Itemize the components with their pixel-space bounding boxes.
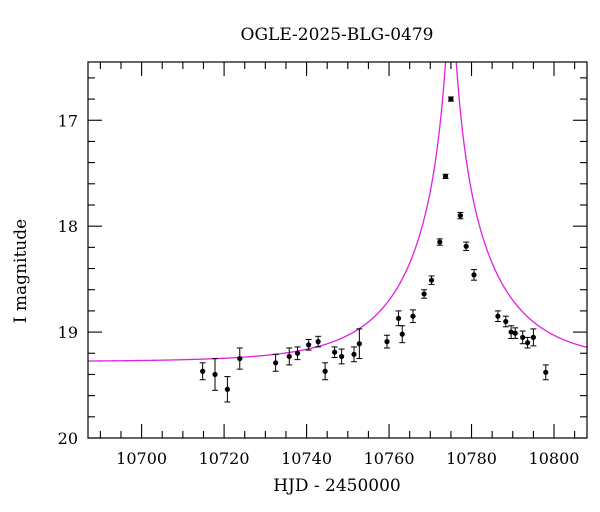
- point-marker: [273, 360, 279, 366]
- data-point: [350, 346, 357, 363]
- data-point: [322, 362, 329, 381]
- point-marker: [463, 243, 469, 249]
- point-marker: [437, 239, 443, 245]
- point-marker: [520, 334, 526, 340]
- point-marker: [224, 386, 230, 392]
- data-point: [436, 238, 443, 246]
- x-tick-label: 10760: [364, 449, 415, 468]
- point-marker: [410, 313, 416, 319]
- data-point: [471, 269, 478, 281]
- data-point: [399, 325, 406, 344]
- y-tick-label: 19: [58, 323, 78, 342]
- data-point: [224, 376, 231, 403]
- point-marker: [286, 353, 292, 360]
- data-point: [331, 346, 338, 359]
- point-marker: [356, 341, 362, 347]
- data-point: [508, 325, 515, 339]
- data-point: [236, 347, 243, 370]
- data-point: [512, 327, 519, 339]
- point-marker: [457, 212, 463, 219]
- data-points: [199, 96, 549, 403]
- point-marker: [428, 277, 435, 283]
- point-marker: [384, 339, 390, 345]
- x-tick-label: 10700: [116, 449, 167, 468]
- data-point: [356, 328, 363, 360]
- point-marker: [512, 330, 518, 336]
- axis-ticks: [88, 62, 587, 439]
- point-marker: [237, 355, 243, 362]
- x-tick-label: 10800: [529, 449, 580, 468]
- data-point: [519, 330, 526, 345]
- data-point: [315, 335, 322, 348]
- point-marker: [442, 173, 449, 179]
- data-point: [409, 309, 416, 324]
- x-tick-label: 10740: [281, 449, 332, 468]
- point-marker: [339, 353, 345, 360]
- x-tick-label: 10780: [446, 449, 497, 468]
- point-marker: [212, 371, 218, 378]
- data-point: [383, 334, 390, 349]
- point-marker: [315, 339, 321, 345]
- y-tick-label: 18: [58, 217, 78, 236]
- data-point: [463, 241, 470, 252]
- data-point: [305, 338, 312, 351]
- data-point: [294, 346, 301, 361]
- model-curve: [88, 62, 587, 362]
- y-tick-label: 17: [58, 111, 78, 130]
- data-point: [457, 211, 464, 220]
- point-marker: [503, 318, 509, 325]
- point-marker: [399, 331, 405, 337]
- x-axis-label: HJD - 2450000: [273, 476, 401, 496]
- chart-title: OGLE-2025-BLG-0479: [241, 25, 434, 45]
- y-tick-label: 20: [58, 429, 78, 448]
- y-axis-label: I magnitude: [11, 219, 31, 323]
- point-marker: [395, 315, 402, 321]
- point-marker: [200, 368, 206, 374]
- point-marker: [448, 96, 454, 102]
- data-point: [502, 315, 509, 328]
- data-point: [421, 289, 428, 299]
- data-point: [494, 310, 501, 322]
- plot-frame: [87, 61, 588, 439]
- point-marker: [421, 291, 427, 297]
- data-point: [442, 173, 449, 180]
- point-marker: [525, 340, 531, 346]
- data-point: [338, 348, 345, 365]
- point-marker: [471, 272, 477, 278]
- data-point: [395, 310, 402, 327]
- point-marker: [495, 313, 501, 319]
- point-marker: [332, 349, 338, 355]
- data-point: [286, 347, 293, 366]
- data-point: [428, 275, 435, 285]
- point-marker: [294, 350, 301, 356]
- axis-tick-labels: 10700 10720 10740 10760 10780 10800 17 18 19 20: [58, 111, 580, 468]
- point-marker: [543, 369, 549, 375]
- point-marker: [351, 351, 357, 357]
- data-point: [524, 336, 531, 349]
- point-marker: [322, 368, 328, 374]
- data-point: [272, 353, 279, 372]
- point-marker: [530, 334, 536, 340]
- point-marker: [508, 329, 514, 335]
- data-point: [199, 362, 206, 381]
- data-point: [542, 364, 549, 381]
- data-point: [447, 96, 454, 102]
- point-marker: [306, 342, 312, 348]
- data-point: [212, 358, 219, 391]
- data-point: [530, 328, 537, 347]
- x-tick-label: 10720: [199, 449, 250, 468]
